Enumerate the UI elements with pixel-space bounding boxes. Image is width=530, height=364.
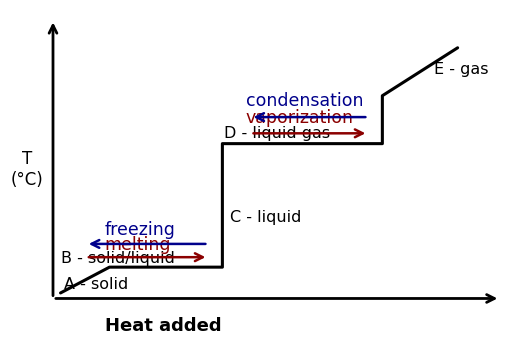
Text: C - liquid: C - liquid: [230, 210, 301, 225]
Text: D - liquid gas: D - liquid gas: [224, 126, 330, 141]
Text: freezing: freezing: [105, 221, 175, 239]
Text: melting: melting: [105, 236, 171, 253]
Text: A - solid: A - solid: [64, 277, 129, 292]
Text: B - solid/liquid: B - solid/liquid: [60, 251, 174, 266]
Text: E - gas: E - gas: [434, 62, 489, 77]
Text: T
(°C): T (°C): [10, 150, 43, 189]
Text: condensation: condensation: [246, 92, 364, 110]
Text: vaporization: vaporization: [246, 109, 354, 127]
Text: Heat added: Heat added: [105, 317, 222, 335]
